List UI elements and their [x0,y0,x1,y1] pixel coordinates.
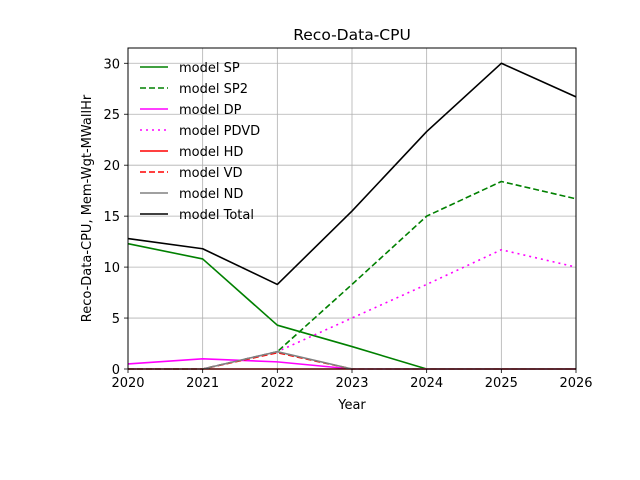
legend-label: model PDVD [179,124,260,139]
y-tick-label: 25 [103,108,120,123]
legend-label: model SP [179,61,240,76]
legend-label: model Total [179,208,254,223]
y-tick-label: 10 [103,261,120,276]
x-tick-label: 2023 [335,376,368,391]
y-tick-label: 20 [103,159,120,174]
y-tick-label: 15 [103,210,120,225]
x-tick-label: 2024 [410,376,443,391]
x-tick-label: 2026 [559,376,592,391]
legend-label: model ND [179,187,243,202]
legend-label: model HD [179,145,243,160]
y-tick-label: 30 [103,57,120,72]
x-tick-label: 2020 [111,376,144,391]
x-tick-label: 2025 [485,376,518,391]
y-tick-label: 5 [112,312,120,327]
chart-title: Reco-Data-CPU [293,26,411,44]
series-line-model-pdvd [128,248,577,370]
y-axis-label: Reco-Data-CPU, Mem-Wgt-MWallHr [80,94,95,322]
x-axis-label: Year [337,398,366,413]
series-line-model-total [127,62,577,286]
legend: model SP model SP2 model DP model PDVD model… [140,61,260,223]
x-tick-label: 2022 [261,376,294,391]
legend-label: model VD [179,166,243,181]
legend-label: model SP2 [179,82,248,97]
y-tick-label: 0 [112,363,120,378]
legend-label: model DP [179,103,242,118]
x-tick-label: 2021 [186,376,219,391]
